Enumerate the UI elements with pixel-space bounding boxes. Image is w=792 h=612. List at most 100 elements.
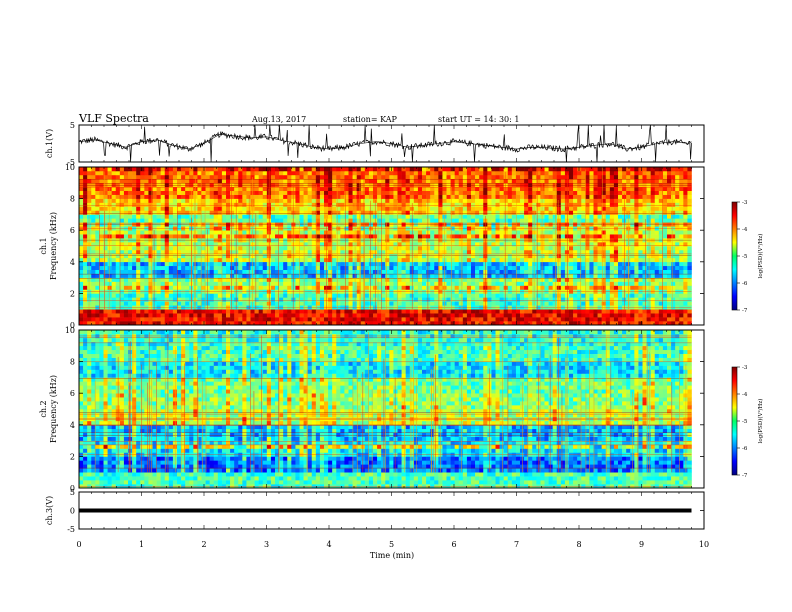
ch1-spectrogram-cell [662,261,668,267]
ch1-spectrogram-cell [242,265,247,270]
ch1-spectrogram-cell [144,234,149,239]
ch1-spectrogram-cell [356,265,362,270]
ch1-spectrogram-cell [136,317,141,322]
ch1-spectrogram-cell [511,317,517,322]
ch1-spectrogram-cell [434,246,439,251]
ch1-spectrogram-cell [144,273,149,278]
ch1-spectrogram-cell [230,317,235,322]
ch1-spectrogram-cell [662,301,668,306]
ch1-spectrogram-cell [430,317,435,322]
ch1-spectrogram-cell [520,214,525,219]
ch1-spectrogram-cell [634,242,639,247]
ch1-spectrogram-cell [136,305,141,310]
ch1-spectrogram-cell [573,317,578,322]
ch1-spectrogram-cell [605,269,611,274]
ch1-spectrogram-cell [123,293,129,298]
ch1-spectrogram-cell [217,218,223,223]
ch1-spectrogram-cell [462,249,468,255]
ch1-spectrogram-cell [671,246,676,251]
ch1-spectrogram-cell [638,321,643,325]
ch1-spectrogram-cell [156,281,161,286]
ch1-spectrogram-cell [389,202,394,207]
ch1-spectrogram-cell [230,257,235,263]
ch1-spectrogram-cell [148,206,153,211]
ch1-spectrogram-cell [136,242,141,247]
ch1-spectrogram-cell [111,242,117,247]
ch1-spectrogram-cell [336,305,341,310]
ch1-spectrogram-cell [626,206,631,211]
ch1-spectrogram-cell [556,261,562,267]
ch1-spectrogram-cell [91,293,96,298]
ch1-spectrogram-cell [536,253,541,259]
ch1-spectrogram-cell [426,253,431,259]
ch1-spectrogram-cell [462,218,468,223]
ch1-spectrogram-cell [475,198,480,203]
ch1-spectrogram-cell [95,261,100,267]
ch1-spectrogram-cell [679,273,684,278]
ch1-spectrogram-cell [650,230,656,235]
ch1-spectrogram-cell [385,206,390,211]
ch1-spectrogram-cell [609,214,615,219]
ch1-spectrogram-cell [397,246,402,251]
ch1-spectrogram-cell [450,206,455,211]
ch1-spectrogram-cell [364,321,370,325]
ch1-spectrogram-cell [160,289,166,294]
ch1-spectrogram-cell [650,234,656,239]
ch1-spectrogram-cell [515,305,521,310]
ch1-spectrogram-cell [352,246,357,251]
ch1-spectrogram-cell [164,234,170,239]
ch1-spectrogram-cell [532,253,537,259]
ch1-spectrogram-cell [283,194,288,199]
ch1-spectrogram-cell [585,297,590,302]
ch1-spectrogram-cell [475,242,480,247]
ch1-spectrogram-cell [581,301,586,306]
ch1-spectrogram-cell [479,309,484,314]
ch1-spectrogram-cell [128,230,133,235]
ch1-spectrogram-cell [466,234,472,239]
ch1-spectrogram-cell [181,317,186,322]
ch1-spectrogram-cell [569,234,574,239]
ch1-spectrogram-cell [487,297,492,302]
ch1-spectrogram-cell [662,269,668,274]
ch1-spectrogram-cell [364,301,370,306]
ch1-spectrogram-cell [99,249,104,255]
ch1-spectrogram-cell [524,257,529,263]
ch1-spectrogram-cell [675,257,680,263]
ch1-spectrogram-cell [360,317,366,322]
ch1-spectrogram-cell [544,293,549,298]
ch1-spectrogram-cell [413,261,419,267]
ch1-spectrogram-cell [422,230,427,235]
ch1-spectrogram-cell [491,261,496,267]
ch1-spectrogram-cell [250,317,255,322]
ch1-spectrogram-cell [515,273,521,278]
ch1-spectrogram-cell [103,269,108,274]
ch1-spectrogram-cell [201,317,206,322]
ch1-spectrogram-cell [491,249,496,255]
ch1-spectrogram-cell [446,226,451,231]
ch1-spectrogram-cell [528,206,533,211]
ch1-spectrogram-cell [430,321,435,325]
ch1-spectrogram-cell [532,198,537,203]
ch1-spectrogram-cell [426,317,431,322]
ch1-spectrogram-cell [577,285,582,290]
ch1-spectrogram-cell [499,321,504,325]
ch1-spectrogram-cell [360,257,366,263]
ch1-spectrogram-cell [646,313,651,318]
ch1-spectrogram-cell [364,214,370,219]
ch1-spectrogram-cell [646,301,651,306]
ch1-spectrogram-cell [630,301,635,306]
ch1-spectrogram-cell [119,218,125,223]
ch1-spectrogram-cell [544,321,549,325]
ch1-spectrogram-cell [491,257,496,263]
ch1-spectrogram-cell [385,226,390,231]
ch1-spectrogram-cell [417,281,423,286]
ch1-spectrogram-cell [552,305,558,310]
ch1-spectrogram-cell [246,214,251,219]
ch1-spectrogram-cell [393,289,398,294]
ch1-spectrogram-cell [466,249,472,255]
ch1-spectrogram-cell [107,246,112,251]
ch1-spectrogram-cell [536,261,541,267]
ch1-spectrogram-cell [491,265,496,270]
ch1-spectrogram-cell [275,242,280,247]
